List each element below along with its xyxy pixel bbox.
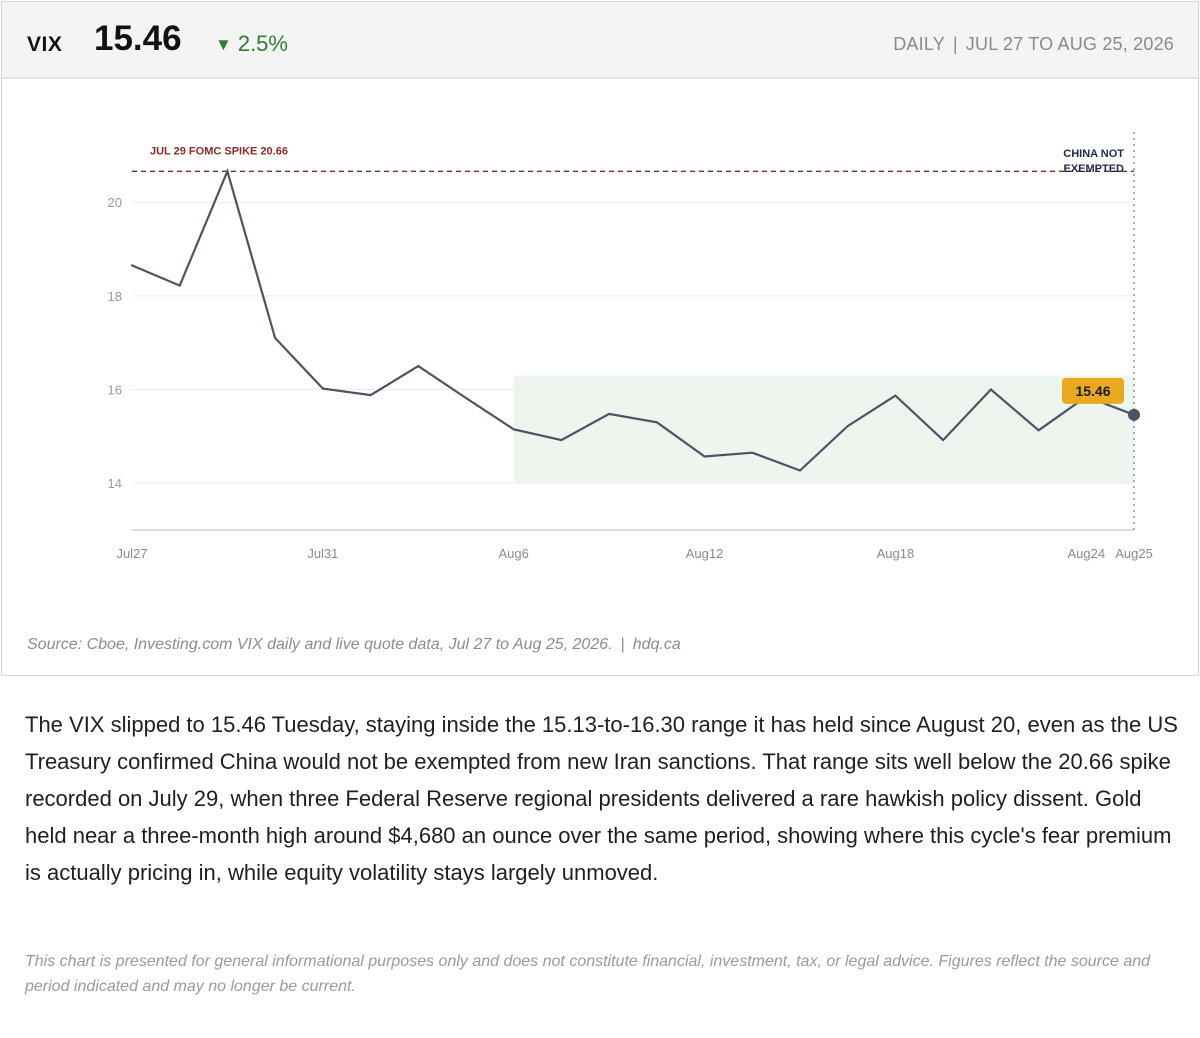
y-tick-label: 16	[108, 383, 122, 398]
source-note: Source: Cboe, Investing.com VIX daily an…	[27, 636, 681, 654]
source-site: hdq.ca	[632, 636, 681, 653]
frequency-label: DAILY	[893, 34, 945, 54]
disclaimer-text: This chart is presented for general info…	[25, 953, 1151, 995]
price-change: ▼ 2.5%	[215, 31, 288, 57]
spike-label: JUL 29 FOMC SPIKE 20.66	[150, 145, 288, 157]
period-separator: |	[952, 34, 958, 54]
change-percent: 2.5%	[237, 31, 288, 56]
date-range-label: JUL 27 TO AUG 25, 2026	[965, 34, 1174, 54]
x-tick-label: Jul27	[116, 546, 147, 561]
x-tick-label: Aug25	[1115, 546, 1153, 561]
y-tick-label: 18	[108, 289, 122, 304]
chart-header: VIX 15.46 ▼ 2.5% DAILY | JUL 27 TO AUG 25, …	[2, 2, 1198, 79]
vix-line-chart: 14 16 18 20 Jul27 Jul31 Aug6 Aug12 Aug18 Aug24 Au…	[108, 132, 1153, 561]
event-label-line2: EXEMPTED	[1063, 163, 1124, 175]
last-value-point	[1128, 408, 1140, 421]
article-paragraph: The VIX slipped to 15.46 Tuesday, stayin…	[25, 712, 1178, 885]
period-label: DAILY | JUL 27 TO AUG 25, 2026	[893, 34, 1174, 55]
x-tick-label: Aug12	[686, 546, 724, 561]
source-separator: |	[620, 636, 625, 653]
source-text: Source: Cboe, Investing.com VIX daily an…	[27, 636, 613, 653]
down-arrow-icon: ▼	[215, 35, 232, 54]
last-value-badge	[1062, 377, 1124, 404]
event-label-line1: CHINA NOT	[1063, 148, 1124, 160]
range-band	[513, 375, 1134, 484]
x-tick-label: Aug6	[499, 546, 529, 561]
current-price: 15.46	[94, 19, 182, 58]
y-tick-label: 20	[108, 195, 122, 210]
y-tick-label: 14	[108, 476, 122, 491]
ticker-symbol: VIX	[27, 33, 63, 56]
vix-series-line	[130, 167, 1136, 472]
last-value-badge-text: 15.46	[1075, 383, 1110, 399]
x-tick-label: Jul31	[307, 546, 338, 561]
x-tick-label: Aug18	[877, 546, 915, 561]
chart-card: VIX 15.46 ▼ 2.5% DAILY | JUL 27 TO AUG 25, …	[1, 1, 1199, 676]
x-tick-label: Aug24	[1067, 546, 1105, 561]
